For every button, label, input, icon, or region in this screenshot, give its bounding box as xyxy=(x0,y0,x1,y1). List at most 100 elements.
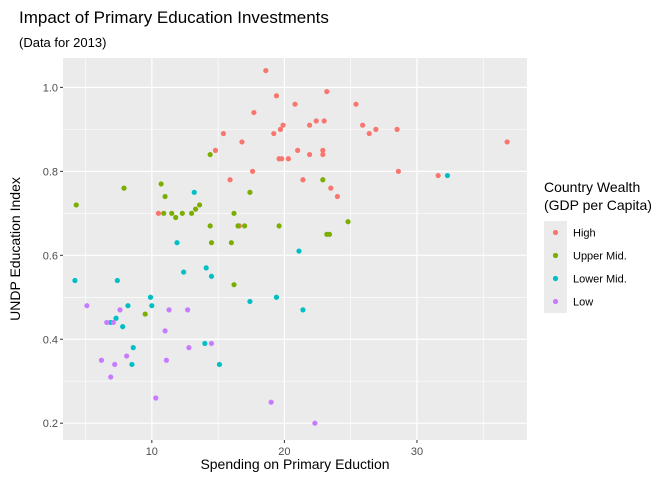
y-tick-label: 0.8 xyxy=(43,166,58,178)
data-point-low xyxy=(208,340,215,347)
x-axis-ticks: 10 20 30 xyxy=(146,440,423,458)
data-point-lower-mid xyxy=(300,307,306,313)
data-point-lower-mid xyxy=(191,189,197,195)
data-point-high xyxy=(504,139,510,145)
data-point-lower-mid xyxy=(147,294,154,300)
data-point-lower-mid xyxy=(273,294,280,300)
data-point-upper-mid xyxy=(231,210,237,216)
data-point-lower-mid xyxy=(120,324,126,330)
data-points xyxy=(72,67,510,426)
chart-subtitle: (Data for 2013) xyxy=(19,35,106,50)
data-point-high xyxy=(360,122,366,128)
data-point-high xyxy=(227,177,233,183)
data-point-high xyxy=(295,147,301,153)
data-point-high xyxy=(320,147,326,153)
y-tick-label: 0.2 xyxy=(43,418,58,430)
data-point-high xyxy=(277,126,284,132)
data-point-upper-mid xyxy=(228,240,234,246)
data-point-upper-mid xyxy=(345,219,351,225)
data-point-low xyxy=(163,357,170,363)
legend-label-high: High xyxy=(573,228,596,240)
data-point-high xyxy=(353,101,359,107)
data-point-low xyxy=(185,307,191,313)
legend-marker-high xyxy=(552,229,559,236)
data-point-lower-mid xyxy=(149,303,155,309)
x-tick-label: 20 xyxy=(278,446,290,458)
data-point-high xyxy=(373,126,379,132)
data-point-upper-mid xyxy=(207,223,213,229)
data-point-lower-mid xyxy=(114,277,120,284)
data-point-low xyxy=(98,357,105,363)
data-point-high xyxy=(395,168,402,174)
data-point-low xyxy=(166,307,172,313)
data-point-low xyxy=(153,395,159,401)
data-point-upper-mid xyxy=(192,206,199,212)
legend: Country Wealth (GDP per Capita) High Uppe… xyxy=(544,179,652,313)
data-point-lower-mid xyxy=(125,303,131,309)
data-point-lower-mid xyxy=(208,273,215,279)
data-point-lower-mid xyxy=(174,240,180,246)
legend-label-lower-mid: Lower Mid. xyxy=(573,274,627,286)
data-point-high xyxy=(320,151,326,158)
data-point-high xyxy=(321,118,327,124)
data-point-upper-mid xyxy=(161,210,167,216)
data-point-high xyxy=(334,193,341,200)
data-point-lower-mid xyxy=(202,340,208,347)
data-point-high xyxy=(155,210,162,216)
data-point-upper-mid xyxy=(276,223,282,229)
y-tick-label: 0.6 xyxy=(43,250,58,262)
legend-marker-lower-mid xyxy=(552,275,559,282)
data-point-upper-mid xyxy=(235,223,241,229)
data-point-high xyxy=(271,130,277,137)
data-point-low xyxy=(112,361,118,368)
data-point-upper-mid xyxy=(207,151,213,158)
chart-title: Impact of Primary Education Investments xyxy=(19,8,329,27)
y-axis-title: UNDP Education Index xyxy=(7,177,23,321)
data-point-high xyxy=(285,156,291,162)
data-point-upper-mid xyxy=(326,231,333,237)
data-point-upper-mid xyxy=(162,193,168,200)
data-point-low xyxy=(162,328,168,334)
legend-marker-low xyxy=(552,298,559,305)
data-point-upper-mid xyxy=(179,210,185,216)
data-point-upper-mid xyxy=(188,210,195,216)
data-point-low xyxy=(312,420,318,426)
data-point-lower-mid xyxy=(113,315,119,321)
y-axis-ticks: 0.2 0.4 0.6 0.8 1.0 xyxy=(43,82,63,430)
data-point-low xyxy=(110,319,116,326)
data-point-high xyxy=(324,88,330,95)
legend-title-line2: (GDP per Capita) xyxy=(544,197,652,213)
data-point-high xyxy=(249,168,256,174)
data-point-high xyxy=(276,156,282,162)
data-point-high xyxy=(251,109,257,116)
data-point-upper-mid xyxy=(73,202,79,208)
legend-label-low: Low xyxy=(573,297,593,309)
data-point-low xyxy=(268,399,274,405)
data-point-high xyxy=(366,130,372,137)
data-point-lower-mid xyxy=(181,269,187,275)
data-point-lower-mid xyxy=(203,265,209,271)
data-point-low xyxy=(108,374,114,380)
data-point-upper-mid xyxy=(320,177,326,183)
data-point-high xyxy=(394,126,400,132)
data-point-high xyxy=(313,118,319,124)
legend-title-line1: Country Wealth xyxy=(544,179,640,195)
data-point-upper-mid xyxy=(173,214,179,221)
data-point-upper-mid xyxy=(208,240,215,246)
data-point-low xyxy=(124,353,130,359)
data-point-upper-mid xyxy=(242,223,248,229)
data-point-lower-mid xyxy=(129,361,135,368)
legend-marker-upper-mid xyxy=(552,252,559,259)
data-point-high xyxy=(328,185,334,191)
data-point-upper-mid xyxy=(158,181,164,187)
data-point-high xyxy=(239,139,245,145)
data-point-high xyxy=(273,93,280,99)
data-point-low xyxy=(117,307,123,313)
data-point-high xyxy=(212,147,219,153)
data-point-upper-mid xyxy=(121,185,127,191)
data-point-lower-mid xyxy=(216,361,223,368)
data-point-low xyxy=(104,319,110,326)
legend-label-upper-mid: Upper Mid. xyxy=(573,251,627,263)
data-point-lower-mid xyxy=(296,248,302,254)
